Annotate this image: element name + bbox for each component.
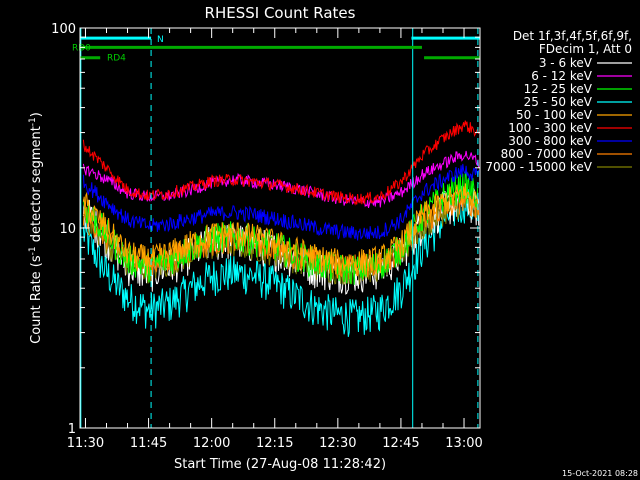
x-tick-label-1300: 13:00 <box>445 436 482 451</box>
axis-layer: 1 10 100 11:30 11:45 12:00 12:15 12:30 12:45 13:0… <box>51 22 483 451</box>
flag-label-rd0: RD0 <box>72 43 91 53</box>
legend-label-5: 100 - 300 keV <box>508 121 592 135</box>
legend-label-4: 50 - 100 keV <box>516 108 593 122</box>
y-tick-label-1: 1 <box>68 422 76 437</box>
legend-label-2: 12 - 25 keV <box>524 82 593 96</box>
legend-label-7: 800 - 7000 keV <box>501 147 593 161</box>
x-axis-label: Start Time (27-Aug-08 11:28:42) <box>174 457 386 472</box>
legend-label-6: 300 - 800 keV <box>508 134 592 148</box>
y-tick-label-10: 10 <box>59 222 76 237</box>
y-axis-label: Count Rate (s-1 detector segment-1) <box>28 112 44 344</box>
x-tick-label-1215: 12:15 <box>256 436 293 451</box>
flag-label-n: N <box>157 35 164 45</box>
generation-timestamp: 15-Oct-2021 08:28 <box>562 469 638 478</box>
legend: Det 1f,3f,4f,5f,6f,9f, FDecim 1, Att 0 3… <box>485 29 632 174</box>
chart-title: RHESSI Count Rates <box>205 4 356 22</box>
y-axis-label-mid: detector segment <box>29 126 44 246</box>
x-tick-label-1230: 12:30 <box>319 436 356 451</box>
legend-label-8: 7000 - 15000 keV <box>485 160 592 174</box>
x-tick-label-1145: 11:45 <box>130 436 167 451</box>
legend-label-3: 25 - 50 keV <box>524 95 593 109</box>
x-tick-label-1130: 11:30 <box>67 436 104 451</box>
flag-label-rd4: RD4 <box>107 54 126 64</box>
legend-header-detectors: Det 1f,3f,4f,5f,6f,9f, <box>513 29 632 43</box>
x-tick-label-1245: 12:45 <box>382 436 419 451</box>
y-axis-label-end: ) <box>29 112 44 117</box>
y-axis-label-main: Count Rate (s <box>29 255 44 344</box>
y-axis-label-sup1: -1 <box>28 246 38 255</box>
legend-label-0: 3 - 6 keV <box>539 56 593 70</box>
legend-label-1: 6 - 12 keV <box>531 69 593 83</box>
legend-header-decimation: FDecim 1, Att 0 <box>539 42 632 56</box>
y-tick-label-100: 100 <box>51 22 76 37</box>
x-tick-label-1200: 12:00 <box>193 436 230 451</box>
y-axis-label-sup2: -1 <box>28 117 38 126</box>
